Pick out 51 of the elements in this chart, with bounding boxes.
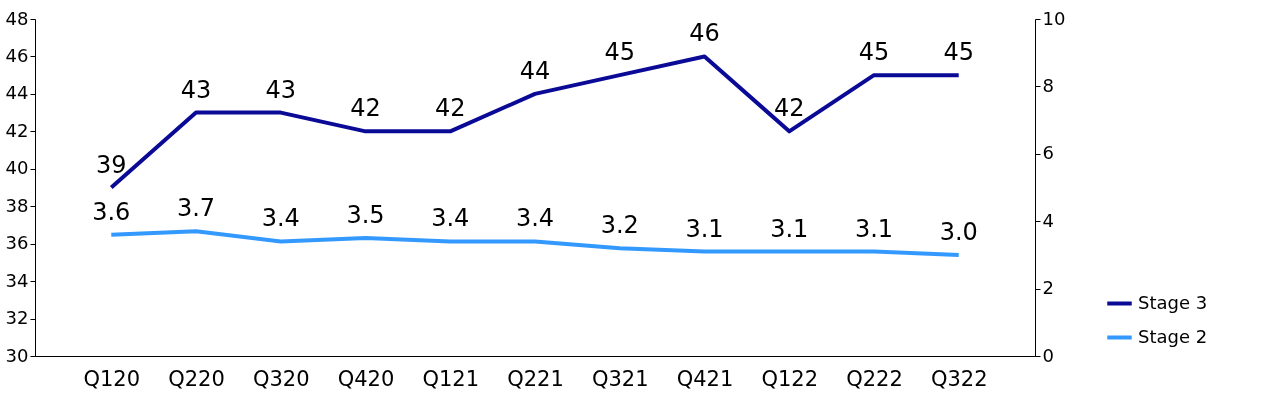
data-label: 3.5 [346, 201, 385, 230]
data-label: 3.0 [939, 217, 978, 246]
data-label: 45 [858, 38, 890, 67]
data-label: 3.4 [431, 204, 470, 233]
y-tick-label: 36 [5, 232, 29, 254]
data-label: 43 [180, 75, 212, 104]
data-label: 43 [265, 75, 297, 104]
x-tick-label: Q222 [846, 366, 903, 391]
y-tick-label: 48 [5, 7, 29, 29]
y-tick-label: 42 [5, 119, 29, 141]
y-tick-label: 40 [5, 157, 29, 179]
x-tick-label: Q220 [168, 366, 225, 391]
legend-label: Stage 3 [1138, 291, 1208, 313]
data-label: 3.1 [854, 214, 894, 243]
x-tick-label: Q322 [930, 366, 988, 391]
data-label: 3.1 [770, 214, 809, 243]
y2-tick-label: 10 [1042, 7, 1066, 29]
data-label: 42 [434, 94, 466, 123]
data-label: 44 [519, 56, 551, 85]
y-tick-label: 38 [5, 194, 29, 216]
data-label: 3.6 [92, 197, 131, 226]
y-tick-label: 30 [5, 344, 29, 366]
legend-label: Stage 2 [1138, 325, 1208, 347]
y-tick-label: 44 [5, 82, 29, 104]
y2-tick-label: 6 [1042, 142, 1054, 164]
y-tick-label: 46 [5, 44, 29, 66]
y2-tick-label: 8 [1042, 74, 1054, 96]
x-tick-label: Q321 [591, 366, 649, 391]
x-tick-label: Q421 [676, 366, 734, 391]
data-label: 46 [689, 19, 720, 48]
y2-tick-label: 2 [1042, 277, 1054, 299]
data-label: 3.7 [176, 194, 216, 223]
data-label: 42 [773, 94, 805, 123]
x-tick-label: Q420 [337, 366, 395, 391]
data-label: 3.2 [600, 211, 639, 240]
data-label: 45 [943, 38, 974, 67]
data-label: 3.1 [685, 214, 724, 243]
x-tick-label: Q120 [83, 366, 141, 391]
data-label: 42 [350, 94, 381, 123]
data-label: 45 [604, 38, 636, 67]
x-tick-label: Q320 [252, 366, 310, 391]
data-label: 3.4 [515, 204, 555, 233]
y-tick-label: 34 [5, 269, 29, 291]
x-tick-label: Q221 [507, 366, 564, 391]
y2-tick-label: 4 [1042, 209, 1054, 231]
x-tick-label: Q122 [761, 366, 819, 391]
data-label: 3.4 [261, 204, 300, 233]
y2-tick-label: 0 [1042, 344, 1054, 366]
x-tick-label: Q121 [422, 366, 480, 391]
data-label: 39 [96, 150, 127, 179]
y-tick-label: 32 [5, 307, 29, 329]
